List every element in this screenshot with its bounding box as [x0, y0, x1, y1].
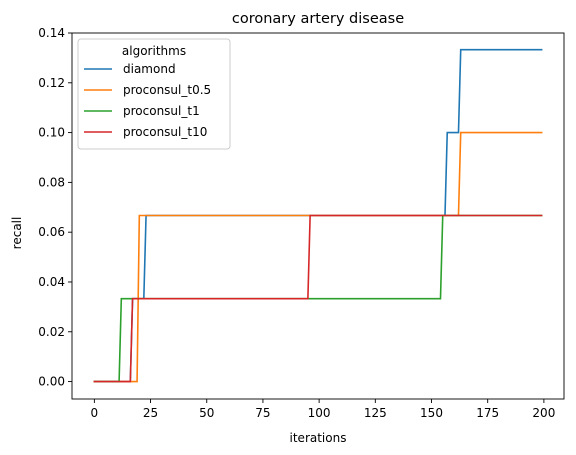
y-tick-label: 0.00: [38, 375, 65, 389]
x-axis-title: iterations: [290, 431, 347, 445]
y-tick-label: 0.02: [38, 325, 65, 339]
chart-title: coronary artery disease: [232, 11, 404, 27]
y-tick-label: 0.12: [38, 76, 65, 90]
plot-frame: [71, 32, 565, 400]
legend-box: [77, 38, 231, 150]
axes-layer: 0 25 50 75 100 125 150 175 200 0.00 0.02 0.04 0.06 0.…: [38, 26, 565, 420]
x-tick-label: 200: [532, 406, 555, 420]
legend-label: proconsul_t10: [123, 125, 207, 139]
legend-label: diamond: [123, 62, 176, 76]
x-tick-label: 175: [476, 406, 499, 420]
y-tick-label: 0.08: [38, 175, 65, 189]
x-tick-label: 150: [420, 406, 443, 420]
y-axis-title: recall: [10, 217, 24, 250]
y-tick-label: 0.04: [38, 275, 65, 289]
y-tick-label: 0.10: [38, 126, 65, 140]
x-tick-label: 25: [143, 406, 158, 420]
x-tick-label: 0: [91, 406, 99, 420]
legend-title: algorithms: [122, 44, 186, 58]
series-line-3: [93, 214, 543, 383]
series-line-1: [93, 131, 543, 383]
x-tick-label: 125: [364, 406, 387, 420]
x-tick-label: 75: [255, 406, 270, 420]
legend: algorithms diamond proconsul_t0.5 proconsul…: [77, 38, 231, 150]
x-tick-label: 100: [308, 406, 331, 420]
legend-label: proconsul_t0.5: [123, 83, 211, 97]
y-tick-label: 0.06: [38, 225, 65, 239]
legend-label: proconsul_t1: [123, 104, 200, 118]
x-tick-label: 50: [199, 406, 214, 420]
y-tick-label: 0.14: [38, 26, 65, 40]
series-layer: [93, 48, 543, 383]
